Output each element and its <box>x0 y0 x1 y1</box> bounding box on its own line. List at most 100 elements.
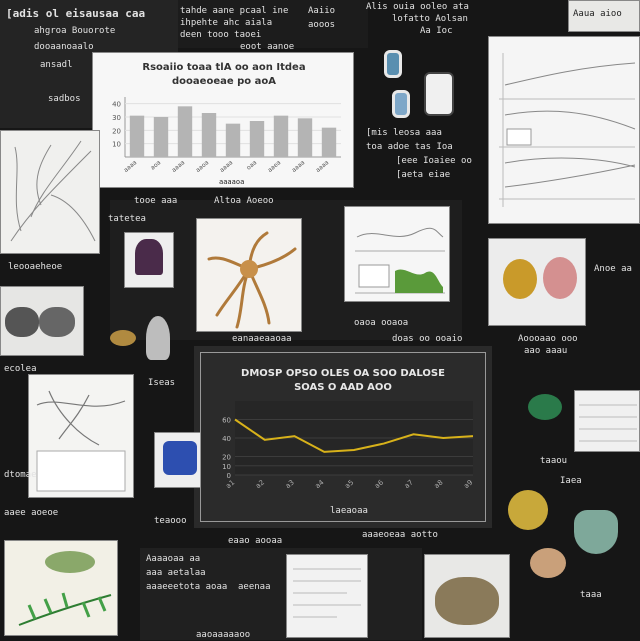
right-plot-card <box>488 36 640 224</box>
top-right-tag: Aaua aioo <box>568 0 640 32</box>
yellow-sphere-image <box>508 490 548 530</box>
label-specimen-row-b: toa adoe tas Ioa <box>366 142 453 152</box>
line-chart-x-tick: a4 <box>314 478 326 490</box>
line-chart-card: DMOSP OPSO OLES OA SOO DALOSE SOAS O AAD… <box>200 352 486 522</box>
label-top-right-c: Aa Ioc <box>420 26 453 36</box>
stone-image-b <box>39 307 75 337</box>
bar-chart-caption: aaaaoa <box>219 178 245 186</box>
bar-chart-bar <box>249 121 265 157</box>
octopus-card <box>196 218 302 332</box>
label-mid-tab-c: ecolea <box>4 364 37 374</box>
bar-chart-x-tick: aaaa <box>171 159 187 174</box>
green-plot-card <box>344 206 450 302</box>
label-right-strip-b: aao aaau <box>524 346 568 356</box>
bar-chart-x-tick: aaaa <box>123 159 139 174</box>
bar-chart-title: Rsoaiio toaa tlA oo aon Itdea <box>142 62 306 73</box>
lower-left-sketch-card <box>28 374 134 498</box>
bottom-document-lines <box>293 568 361 618</box>
bottle-icon <box>424 72 454 116</box>
label-lower-center-b: eaao aooaa <box>228 536 283 546</box>
blue-specimen-image <box>163 441 197 475</box>
fruit-image-pink <box>543 257 577 299</box>
line-chart-series <box>234 418 474 453</box>
label-lower-center-c: aaaeeetota aoaa <box>146 582 228 592</box>
bar-chart-card: Rsoaiio toaa tlA oo aon Itdea dooaeoeae … <box>92 52 354 188</box>
label-specimen-row: [mis leosa aaa <box>366 128 442 138</box>
bar-chart-x-tick: oaa <box>245 159 258 172</box>
line-chart-y-tick: 20 <box>222 454 231 462</box>
label-right-strip-d: taaou <box>540 456 568 466</box>
label-top-left-c: dooaanoaalo <box>34 42 94 52</box>
pink-flower-image <box>530 548 566 578</box>
label-top-center-b: ihpehte ahc aiala <box>180 18 273 28</box>
label-right-tag: Aaua aioo <box>573 9 622 19</box>
line-chart-y-tick: 10 <box>222 463 231 471</box>
bar-chart-bar <box>129 115 145 157</box>
label-right-strip-a: Aoooaao ooo <box>518 334 578 344</box>
bar-chart-x-tick: aaea <box>266 159 282 174</box>
bottom-document-card <box>286 554 368 638</box>
label-top-center-d: eoot aanoe <box>240 42 295 52</box>
bar-chart-y-tick: 30 <box>112 114 121 122</box>
teal-plant-image <box>574 510 618 554</box>
label-lower-left-a: Iseas <box>148 378 176 388</box>
bar-chart-y-tick: 40 <box>112 101 121 109</box>
bar-chart-x-tick: aoa <box>149 159 162 172</box>
label-center-strip-a: eanaaeaaoaa <box>232 334 292 344</box>
right-line-plots <box>499 53 636 207</box>
bar-chart-x-tick: aaaa <box>315 159 331 174</box>
bar-chart-y-tick: 10 <box>112 141 121 149</box>
stone-image-a <box>5 307 39 337</box>
label-top-center-c: deen tooo taoei <box>180 30 262 40</box>
leaf-image-top <box>45 551 95 573</box>
line-chart-x-tick: a3 <box>284 478 296 490</box>
label-lower-center-e: aaoaaaaaoo <box>196 630 251 640</box>
bar-chart-x-tick: aaaa <box>219 159 235 174</box>
purple-specimen-tile <box>124 232 174 288</box>
label-top-mid-a: Aaiio <box>308 6 336 16</box>
bar-chart-bar <box>201 113 217 157</box>
label-top-right-b: lofatto Aolsan <box>392 14 468 24</box>
panel-bottom <box>140 548 422 640</box>
label-lower-left-d: aaa aetalaa <box>146 568 206 578</box>
line-chart-y-tick: 0 <box>227 472 231 480</box>
bar-chart-y-tick: 20 <box>112 127 121 135</box>
lower-left-sketch <box>36 390 126 492</box>
bar-chart-subtitle: dooaeoeae po aoA <box>172 76 276 87</box>
capsule-icon-b <box>392 90 410 118</box>
green-leaf-image <box>528 394 562 420</box>
label-bottom-a: aaee aoeoe <box>4 508 59 518</box>
purple-specimen-image <box>135 239 163 275</box>
bar-chart-bar <box>297 118 313 157</box>
branch-sketch-card <box>0 130 100 254</box>
line-chart-x-tick: a1 <box>224 478 236 490</box>
blue-specimen-tile <box>154 432 208 488</box>
label-right-lower-a: Iaea <box>560 476 582 486</box>
label-left-tag: sadbos <box>48 94 81 104</box>
label-mid-tab-b: Altoa Aoeoo <box>214 196 274 206</box>
label-left-mid-b: tooe aaa <box>134 196 178 206</box>
label-specimen-row-d: [aeta eiae <box>396 170 451 180</box>
label-left-mid-a: tatetea <box>108 214 146 224</box>
line-chart-x-tick: a9 <box>462 478 474 490</box>
label-green-caption: oaoa ooaoa <box>354 318 409 328</box>
leaf-fern-sketch <box>18 592 112 626</box>
label-right-strip-c: Anoe aa <box>594 264 632 274</box>
label-top-center-a: tahde aane pcaal ine <box>180 6 289 16</box>
line-chart-title: DMOSP OPSO OLES OA SOO DALOSE <box>241 368 445 379</box>
line-chart-x-tick: a7 <box>403 478 415 490</box>
bar-chart-bar <box>177 106 193 157</box>
bar-chart-x-tick: aaaa <box>291 159 307 174</box>
rock-image <box>435 577 499 625</box>
bar-chart-bar <box>273 115 289 157</box>
label-lower-left-b: dtomae <box>4 470 37 480</box>
fruit-card <box>488 238 586 326</box>
line-chart-subtitle: SOAS O AAD AOO <box>294 382 392 393</box>
label-center-strip-b: doas oo ooaio <box>392 334 463 344</box>
label-lower-center-d: aeenaa <box>238 582 271 592</box>
line-chart-x-tick: a6 <box>373 478 385 490</box>
bar-chart-bar <box>153 117 169 157</box>
